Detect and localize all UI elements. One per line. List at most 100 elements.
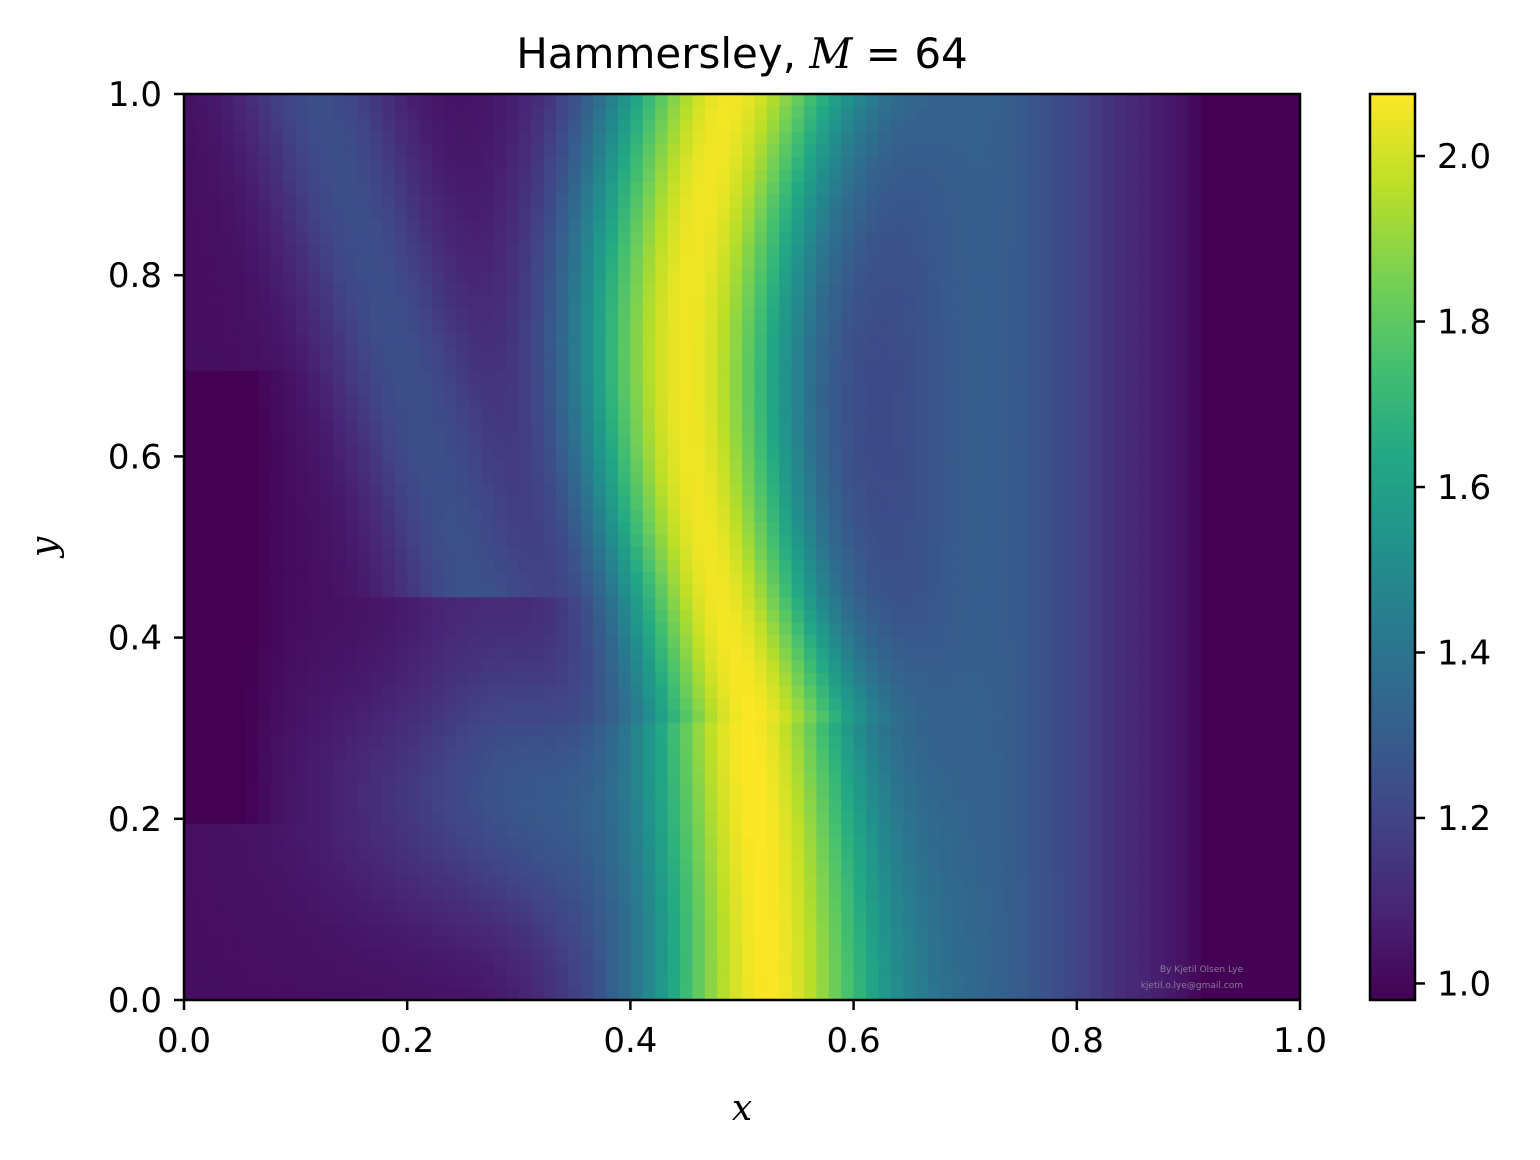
heatmap-cell [729,484,743,498]
heatmap-cell [469,484,483,498]
heatmap-cell [531,333,545,347]
heatmap-cell [1188,521,1202,536]
heatmap-cell [630,672,644,687]
heatmap-cell [1163,584,1177,598]
heatmap-cell [605,408,619,422]
heatmap-cell [804,748,817,762]
heatmap-cell [543,333,557,347]
heatmap-cell [494,496,507,510]
heatmap-cell [1076,446,1090,460]
heatmap-cell [779,144,793,158]
heatmap-cell [1126,320,1140,334]
heatmap-cell [1064,635,1078,649]
heatmap-cell [890,295,904,309]
heatmap-cell [258,760,272,775]
heatmap-cell [642,685,656,699]
heatmap-cell [915,698,929,712]
heatmap-cell [667,333,681,347]
heatmap-cell [283,559,297,573]
heatmap-cell [270,672,284,687]
heatmap-cell [717,358,731,372]
heatmap-cell [952,559,966,573]
heatmap-cell [1138,421,1152,435]
heatmap-cell [506,748,520,762]
heatmap-cell [432,282,445,296]
heatmap-cell [915,773,929,787]
heatmap-cell [952,257,966,271]
heatmap-cell [680,156,693,171]
heatmap-cell [1250,106,1264,120]
heatmap-cell [556,144,569,158]
heatmap-cell [357,748,371,762]
heatmap-cell [952,710,966,724]
heatmap-cell [518,156,532,171]
heatmap-cell [717,144,731,158]
heatmap-cell [1163,307,1177,322]
heatmap-cell [704,534,718,548]
heatmap-cell [717,698,731,712]
heatmap-cell [1089,773,1103,787]
heatmap-cell [729,282,743,296]
heatmap-cell [506,307,520,322]
heatmap-cell [692,433,706,447]
heatmap-cell [1002,320,1016,334]
heatmap-cell [779,270,793,284]
heatmap-cell [1064,584,1078,598]
heatmap-cell [1262,156,1276,171]
heatmap-cell [432,609,445,624]
heatmap-cell [295,119,309,133]
heatmap-cell [779,748,793,762]
heatmap-cell [221,559,235,573]
heatmap-cell [1114,144,1127,158]
heatmap-cell [270,207,284,221]
heatmap-cell [432,572,445,586]
heatmap-cell [1101,169,1115,183]
heatmap-cell [332,760,346,775]
heatmap-cell [828,333,842,347]
heatmap-cell [791,433,805,447]
heatmap-cell [1225,370,1239,385]
heatmap-cell [208,559,222,573]
heatmap-cell [432,735,445,749]
heatmap-cell [1262,635,1276,649]
heatmap-cell [717,672,731,687]
heatmap-cell [432,333,445,347]
heatmap-cell [419,685,433,699]
heatmap-cell [246,370,259,385]
heatmap-cell [580,723,594,737]
heatmap-cell [1262,408,1276,422]
heatmap-cell [791,131,805,145]
heatmap-cell [1064,106,1078,120]
heatmap-cell [221,685,235,699]
heatmap-cell [766,547,780,561]
heatmap-cell [320,597,334,611]
heatmap-cell [1275,131,1289,145]
heatmap-cell [952,169,966,183]
heatmap-cell [1250,660,1264,674]
heatmap-cell [878,358,892,372]
heatmap-cell [655,433,669,447]
heatmap-cell [593,219,607,234]
heatmap-cell [1200,333,1214,347]
heatmap-cell [1163,547,1177,561]
heatmap-cell [1200,94,1214,108]
heatmap-cell [655,408,669,422]
heatmap-cell [841,748,855,762]
heatmap-cell [618,735,631,749]
heatmap-cell [816,219,830,234]
heatmap-cell [754,735,768,749]
heatmap-cell [494,584,507,598]
heatmap-cell [742,723,755,737]
heatmap-cell [1126,471,1140,485]
heatmap-cell [605,735,619,749]
heatmap-cell [890,458,904,473]
heatmap-cell [766,710,780,724]
heatmap-cell [729,320,743,334]
heatmap-cell [1225,672,1239,687]
heatmap-cell [878,370,892,385]
heatmap-cell [742,660,755,674]
heatmap-cell [1101,383,1115,397]
heatmap-cell [791,760,805,775]
heatmap-cell [841,245,855,259]
heatmap-cell [543,786,557,800]
